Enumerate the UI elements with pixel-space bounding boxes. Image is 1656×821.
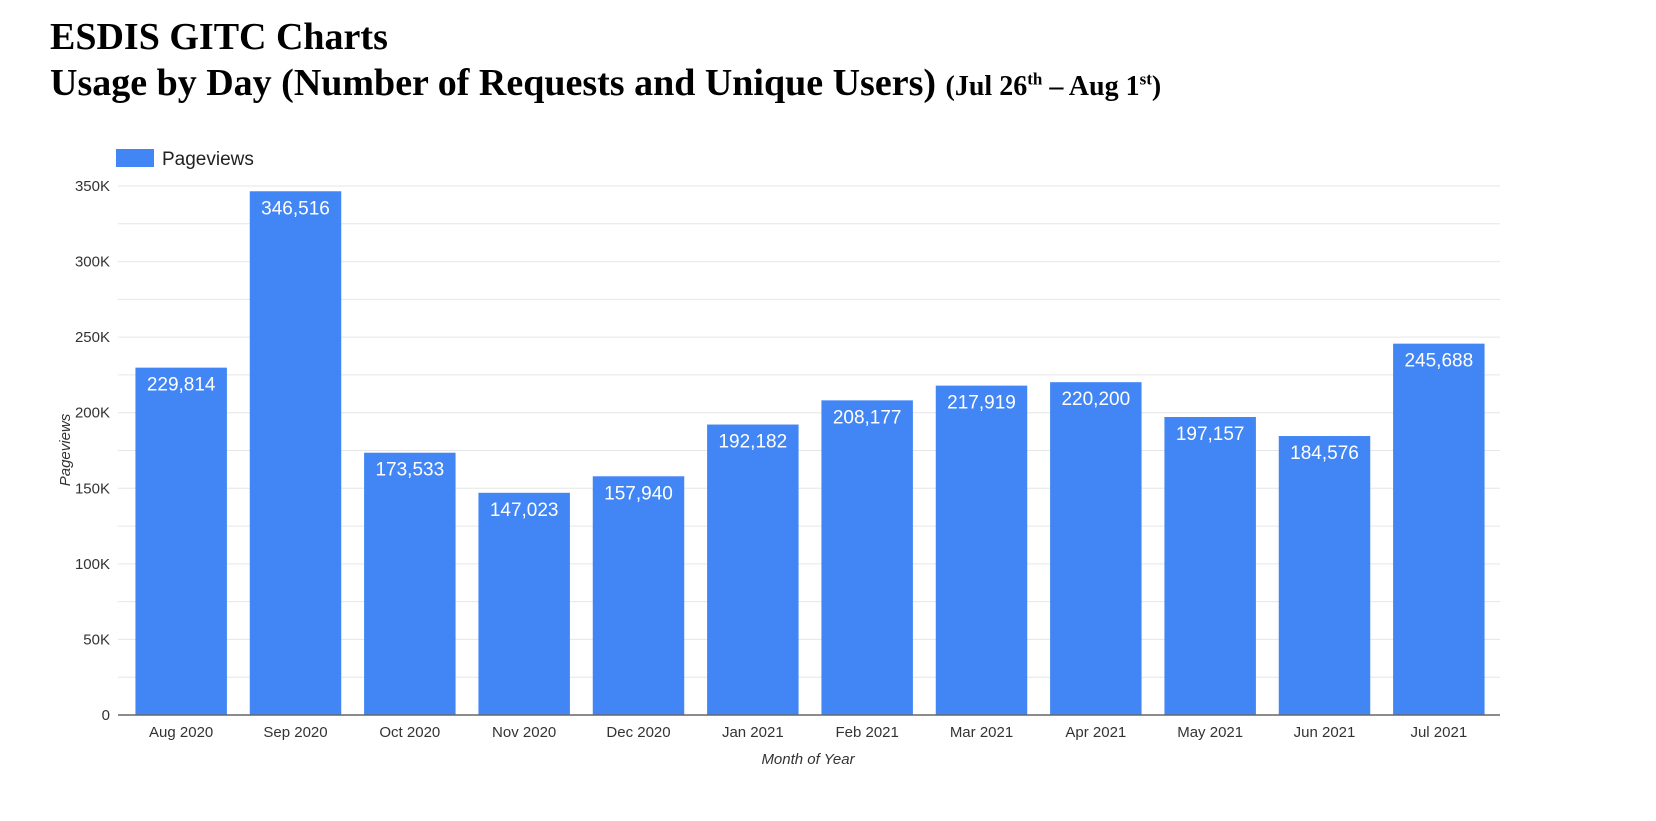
bar[interactable] <box>249 191 342 715</box>
date-range-close: ) <box>1151 71 1162 102</box>
y-tick-label: 300K <box>75 254 110 271</box>
bar[interactable] <box>592 476 685 715</box>
x-axis-title: Month of Year <box>761 751 855 768</box>
bar-value-label: 217,919 <box>947 393 1016 414</box>
x-tick-label: Nov 2020 <box>492 724 556 741</box>
gridlines <box>118 185 1500 716</box>
date-range-open: (Jul 26 <box>945 71 1028 102</box>
x-tick-label: Oct 2020 <box>379 724 440 741</box>
bar[interactable] <box>364 452 456 715</box>
bar[interactable] <box>1164 417 1256 715</box>
y-tick-label: 250K <box>75 329 110 346</box>
bars: 229,814 346,516 173,533 147,023 157,940 192,1… <box>135 191 1485 715</box>
bar[interactable] <box>935 385 1028 715</box>
bar-value-label: 245,688 <box>1404 351 1473 372</box>
date-range-sup-th: th <box>1027 69 1043 89</box>
page-title: ESDIS GITC Charts <box>50 16 388 58</box>
chart-header: ESDIS GITC Charts Usage by Day (Number o… <box>50 14 1161 110</box>
date-range: (Jul 26th – Aug 1st) <box>946 71 1162 102</box>
y-tick-label: 200K <box>75 405 110 422</box>
bar-value-label: 229,814 <box>147 375 216 396</box>
bar[interactable] <box>478 492 570 715</box>
y-tick-label: 100K <box>75 556 110 573</box>
x-axis-ticks: Aug 2020 Sep 2020 Oct 2020 Nov 2020 Dec 2020… <box>149 724 1467 741</box>
x-tick-label: Dec 2020 <box>606 724 670 741</box>
y-tick-label: 350K <box>75 178 110 195</box>
bar[interactable] <box>1050 382 1142 715</box>
bar-value-label: 184,576 <box>1290 443 1359 464</box>
bar-value-label: 197,157 <box>1176 424 1245 445</box>
x-tick-label: Sep 2020 <box>263 724 327 741</box>
x-tick-label: Aug 2020 <box>149 724 213 741</box>
date-range-mid: – Aug 1 <box>1042 71 1140 102</box>
legend[interactable]: Pageviews <box>116 149 254 170</box>
legend-label: Pageviews <box>162 149 254 170</box>
bar-value-label: 220,200 <box>1061 389 1130 410</box>
bar[interactable] <box>1393 343 1485 715</box>
date-range-sup-st: st <box>1139 69 1152 89</box>
y-axis-title: Pageviews <box>57 413 74 486</box>
bar[interactable] <box>707 424 799 715</box>
bar[interactable] <box>1278 436 1371 715</box>
x-tick-label: Mar 2021 <box>950 724 1013 741</box>
x-tick-label: Jan 2021 <box>722 724 784 741</box>
x-tick-label: May 2021 <box>1177 724 1243 741</box>
y-tick-label: 50K <box>83 631 110 648</box>
x-tick-label: Feb 2021 <box>835 724 898 741</box>
bar[interactable] <box>821 400 913 715</box>
bar-value-label: 173,533 <box>375 460 444 481</box>
y-tick-label: 150K <box>75 480 110 497</box>
bar-value-label: 192,182 <box>718 432 787 453</box>
page-subtitle: Usage by Day (Number of Requests and Uni… <box>50 60 1161 110</box>
x-tick-label: Jul 2021 <box>1410 724 1467 741</box>
bar-value-label: 346,516 <box>261 198 330 219</box>
legend-swatch <box>116 149 154 167</box>
x-tick-label: Apr 2021 <box>1065 724 1126 741</box>
y-axis-ticks: 0 50K 100K 150K 200K 250K 300K 350K <box>75 178 110 724</box>
y-tick-label: 0 <box>102 707 110 724</box>
x-tick-label: Jun 2021 <box>1294 724 1356 741</box>
bar-value-label: 208,177 <box>833 407 902 428</box>
bar-chart: 0 50K 100K 150K 200K 250K 300K 350K 229,814 346,… <box>57 149 1500 768</box>
bar-value-label: 147,023 <box>490 500 559 521</box>
bar-value-label: 157,940 <box>604 483 673 504</box>
bar[interactable] <box>135 367 227 715</box>
subtitle-text: Usage by Day (Number of Requests and Uni… <box>50 62 937 104</box>
